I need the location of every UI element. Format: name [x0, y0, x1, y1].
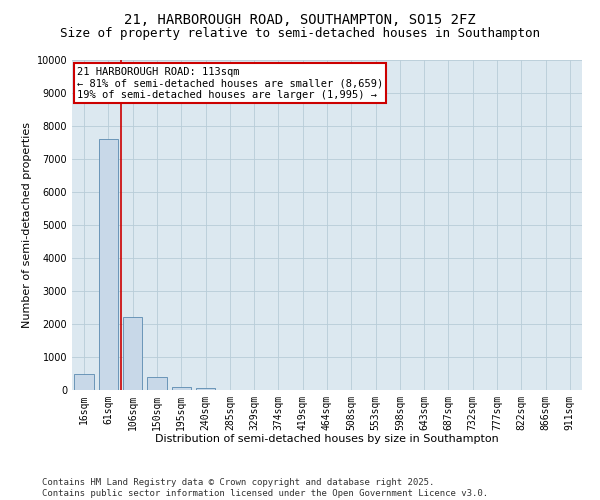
- Bar: [196, 388, 215, 390]
- Bar: [172, 386, 191, 390]
- Text: Contains HM Land Registry data © Crown copyright and database right 2025.
Contai: Contains HM Land Registry data © Crown c…: [42, 478, 488, 498]
- Text: Size of property relative to semi-detached houses in Southampton: Size of property relative to semi-detach…: [60, 28, 540, 40]
- X-axis label: Distribution of semi-detached houses by size in Southampton: Distribution of semi-detached houses by …: [155, 434, 499, 444]
- Bar: [74, 374, 94, 390]
- Text: 21, HARBOROUGH ROAD, SOUTHAMPTON, SO15 2FZ: 21, HARBOROUGH ROAD, SOUTHAMPTON, SO15 2…: [124, 12, 476, 26]
- Bar: [123, 318, 142, 390]
- Bar: [99, 139, 118, 390]
- Y-axis label: Number of semi-detached properties: Number of semi-detached properties: [22, 122, 32, 328]
- Text: 21 HARBOROUGH ROAD: 113sqm
← 81% of semi-detached houses are smaller (8,659)
19%: 21 HARBOROUGH ROAD: 113sqm ← 81% of semi…: [77, 66, 383, 100]
- Bar: [147, 377, 167, 390]
